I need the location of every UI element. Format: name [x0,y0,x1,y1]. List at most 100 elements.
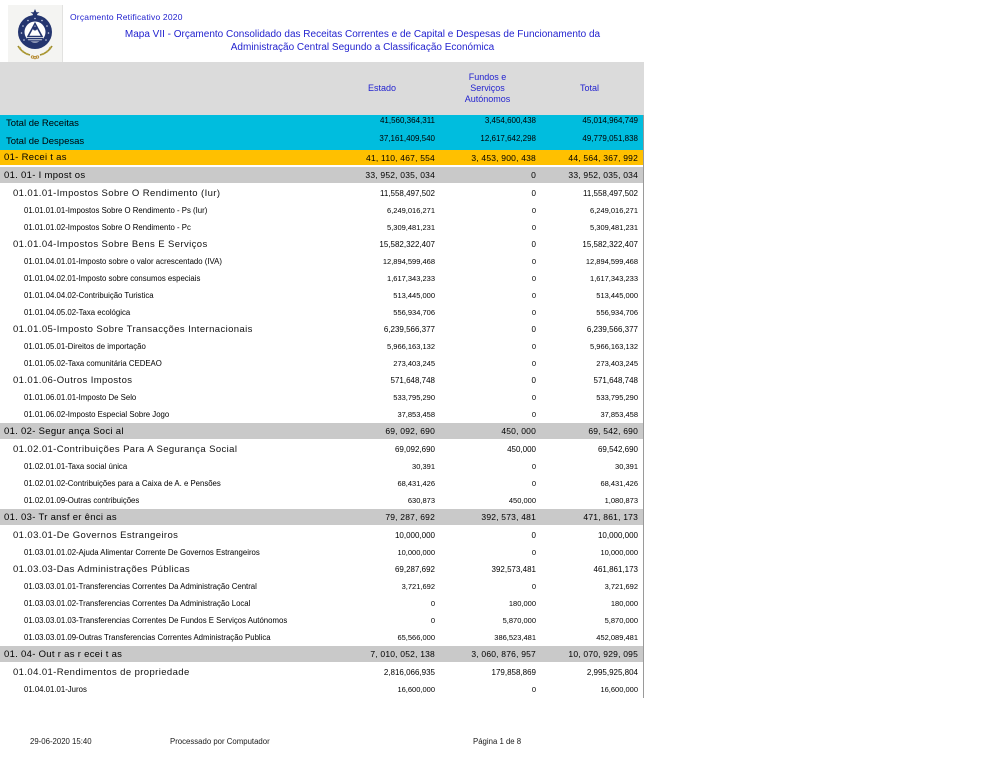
row-estado-value: 7, 010, 052, 138 [370,649,435,659]
row-total-value: 6,239,566,377 [586,325,638,334]
row-label: 01.01.04.02.01-Imposto sobre consumos es… [24,274,201,283]
table-row: 01. 02- Segur ança Soci al 69, 092, 690 … [0,423,643,441]
row-fundos-value: 450, 000 [501,426,536,436]
row-estado-value: 41, 110, 467, 554 [366,152,435,163]
row-total-value: 5,870,000 [604,616,638,625]
row-estado-value: 79, 287, 692 [385,512,435,522]
row-total-value: 69, 542, 690 [588,426,638,436]
row-label: 01.01.04-Impostos Sobre Bens E Serviços [13,239,208,250]
row-fundos-value: 0 [531,257,536,266]
row-label: 01.01.04.05.02-Taxa ecológica [24,308,131,317]
row-label: 01.01.04.04.02-Contribuição Turistica [24,291,154,300]
row-estado-value: 571,648,748 [390,376,436,385]
row-label: 01.01.01.01-Impostos Sobre O Rendimento … [24,206,208,215]
row-fundos-value: 0 [531,223,536,232]
row-label: 01.01.01-Impostos Sobre O Rendimento (Iu… [13,188,221,199]
row-total-value: 45,014,964,749 [582,116,638,125]
table-row: 01.02.01-Contribuições Para A Segurança … [0,441,643,458]
row-estado-value: 37,853,458 [397,410,435,419]
row-label: 01.01.01.02-Impostos Sobre O Rendimento … [24,223,191,232]
row-total-value: 273,403,245 [596,359,638,368]
row-label: 01. 02- Segur ança Soci al [4,425,124,437]
row-fundos-value: 3, 453, 900, 438 [471,152,536,163]
row-label: 01.03.03.01.03-Transferencias Correntes … [24,616,288,625]
row-estado-value: 69,287,692 [394,565,435,574]
row-total-value: 10,000,000 [597,531,638,540]
row-total-value: 49,779,051,838 [582,133,638,143]
row-estado-value: 30,391 [412,462,435,471]
table-row: 01- Recei t as 41, 110, 467, 554 3, 453,… [0,150,643,167]
table-body: Total de Receitas 41,560,364,311 3,454,6… [0,115,644,698]
document-type-label: Orçamento Retificativo 2020 [70,12,183,22]
table-row: 01. 01- I mpost os 33, 952, 035, 034 0 3… [0,167,643,185]
row-total-value: 2,995,925,804 [586,668,638,677]
footer-processed-by: Processado por Computador [170,737,270,746]
row-label: 01. 01- I mpost os [4,169,86,181]
row-fundos-value: 0 [531,393,536,402]
row-label: 01.02.01.02-Contribuições para a Caixa d… [24,479,221,488]
row-fundos-value: 0 [531,359,536,368]
row-fundos-value: 0 [531,308,536,317]
row-total-value: 513,445,000 [596,291,638,300]
row-total-value: 471, 861, 173 [583,512,638,522]
row-estado-value: 1,617,343,233 [387,274,435,283]
page-title-line2: Administração Central Segundo a Classifi… [230,42,495,53]
row-total-value: 10,000,000 [600,548,638,557]
table-row: 01.03.01.01.02-Ajuda Alimentar Corrente … [0,544,643,561]
page-title: Mapa VII - Orçamento Consolidado das Rec… [70,28,655,54]
row-fundos-value: 0 [531,685,536,694]
table-row: 01.01.01.02-Impostos Sobre O Rendimento … [0,219,643,236]
footer-datetime: 29-06-2020 15:40 [30,737,92,746]
table-row: 01.01.04.02.01-Imposto sobre consumos es… [0,270,643,287]
row-label: 01.01.05.02-Taxa comunitária CEDEAO [24,359,162,368]
table-row: 01.01.04.05.02-Taxa ecológica 556,934,70… [0,304,643,321]
table-row: 01.03.03.01.02-Transferencias Correntes … [0,595,643,612]
row-estado-value: 6,239,566,377 [383,325,435,334]
row-estado-value: 556,934,706 [393,308,435,317]
column-header-total: Total [579,83,599,93]
row-total-value: 6,249,016,271 [590,206,638,215]
row-estado-value: 12,894,599,468 [382,257,435,266]
row-fundos-value: 0 [531,342,536,351]
row-estado-value: 69, 092, 690 [385,426,435,436]
row-estado-value: 6,249,016,271 [387,206,435,215]
row-fundos-value: 0 [531,410,536,419]
row-label: 01.01.06.02-Imposto Especial Sobre Jogo [24,410,170,419]
row-estado-value: 69,092,690 [394,445,435,454]
row-estado-value: 10,000,000 [397,548,435,557]
table-row: 01.01.06.01.01-Imposto De Selo 533,795,2… [0,389,643,406]
row-label: 01.04.01-Rendimentos de propriedade [13,667,190,678]
row-total-value: 452,089,481 [596,633,638,642]
row-label: Total de Receitas [6,118,79,130]
row-label: 01.02.01.09-Outras contribuições [24,496,140,505]
table-row: 01.01.04.01.01-Imposto sobre o valor acr… [0,253,643,270]
row-total-value: 461,861,173 [593,565,639,574]
row-label: 01.03.03.01.02-Transferencias Correntes … [24,599,251,608]
row-total-value: 1,617,343,233 [590,274,638,283]
table-row: 01.03.03.01.01-Transferencias Correntes … [0,578,643,595]
row-estado-value: 37,161,409,540 [379,133,435,143]
row-label: 01.04.01.01-Juros [24,685,87,694]
row-fundos-value: 0 [531,325,536,334]
column-header-fundos: Fundos e Serviços Autónomos [464,72,511,104]
row-label: 01- Recei t as [4,152,67,163]
row-fundos-value: 386,523,481 [494,633,536,642]
row-label: 01.01.06-Outros Impostos [13,375,133,386]
table-row: 01.01.05.01-Direitos de importação 5,966… [0,338,643,355]
row-fundos-value: 392, 573, 481 [481,512,536,522]
row-fundos-value: 179,858,869 [491,668,537,677]
table-row: 01.04.01.01-Juros 16,600,000 0 16,600,00… [0,681,643,698]
table-row: 01.02.01.01-Taxa social única 30,391 0 3… [0,458,643,475]
row-total-value: 10, 070, 929, 095 [568,649,638,659]
row-fundos-value: 0 [531,170,536,180]
row-estado-value: 11,558,497,502 [379,189,435,198]
row-fundos-value: 0 [531,240,536,249]
row-estado-value: 533,795,290 [393,393,435,402]
row-total-value: 533,795,290 [596,393,638,402]
row-estado-value: 0 [430,616,435,625]
row-label: 01.03.03.01.01-Transferencias Correntes … [24,582,257,591]
row-total-value: 33, 952, 035, 034 [568,170,638,180]
table-row: 01. 03- Tr ansf er ênci as 79, 287, 692 … [0,509,643,527]
table-row: Total de Despesas 37,161,409,540 12,617,… [0,132,643,150]
